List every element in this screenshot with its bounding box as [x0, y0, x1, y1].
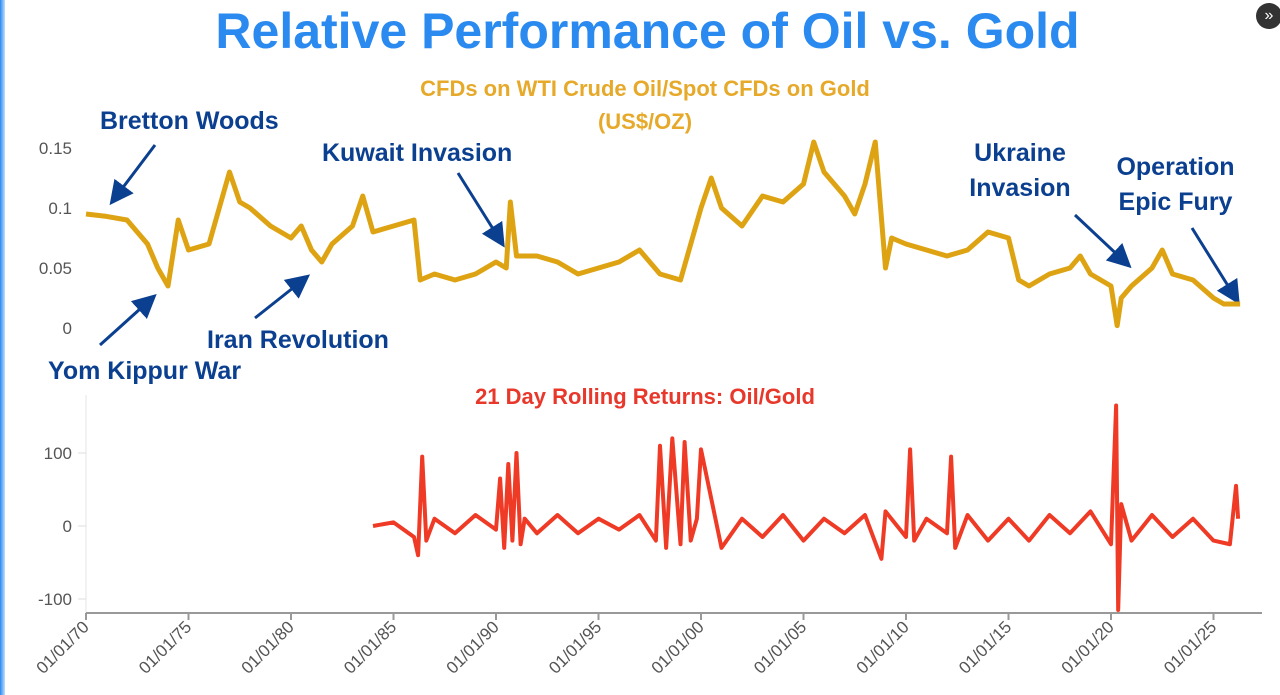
x-tick-label: 01/01/25 — [1160, 617, 1220, 677]
x-tick-label: 01/01/05 — [750, 617, 810, 677]
forward-icon[interactable]: » — [1256, 3, 1280, 29]
y-tick-label: 0.15 — [39, 139, 72, 158]
annotation-iran-revolution: Iran Revolution — [207, 326, 389, 354]
annotation-ukraine-invasion: Ukraine Invasion — [969, 139, 1071, 202]
x-tick-label: 01/01/90 — [443, 617, 503, 677]
x-tick-label: 01/01/70 — [33, 617, 93, 677]
arrow-epic-fury — [1190, 227, 1240, 305]
y-tick-label: -100 — [38, 590, 72, 609]
x-tick-label: 01/01/15 — [955, 617, 1015, 677]
left-edge-bar — [0, 0, 5, 695]
x-tick-label: 01/01/10 — [853, 617, 913, 677]
x-tick-label: 01/01/85 — [340, 617, 400, 677]
annotation-kuwait-invasion: Kuwait Invasion — [322, 139, 513, 167]
x-tick-label: 01/01/80 — [238, 617, 298, 677]
top-chart: 0 0.05 0.1 0.15 — [39, 139, 1241, 338]
arrow-kuwait-invasion — [456, 172, 505, 248]
x-tick-label: 01/01/20 — [1058, 617, 1118, 677]
bottom-chart: -100 0 100 01/01/70 01/01/75 01/01/80 01/01/85… — [33, 395, 1262, 678]
rolling-returns-line — [372, 403, 1241, 612]
y-tick-label: 100 — [44, 444, 72, 463]
x-tick-label: 01/01/95 — [545, 617, 605, 677]
oil-gold-ratio-line — [85, 139, 1241, 329]
arrow-bretton-woods — [109, 144, 157, 206]
annotation-epic-fury: Operation Epic Fury — [1116, 153, 1235, 216]
x-tick-label: 01/01/75 — [135, 617, 195, 677]
annotation-bretton-woods: Bretton Woods — [100, 107, 279, 135]
arrow-iran-revolution — [254, 274, 311, 320]
annotation-yom-kippur: Yom Kippur War — [48, 357, 242, 385]
y-tick-label: 0 — [63, 517, 72, 536]
x-tick-label: 01/01/00 — [648, 617, 708, 677]
arrow-ukraine-invasion — [1073, 213, 1132, 269]
top-chart-title: CFDs on WTI Crude Oil/Spot CFDs on Gold … — [420, 76, 870, 134]
y-tick-label: 0.05 — [39, 259, 72, 278]
y-tick-label: 0.1 — [48, 199, 72, 218]
y-tick-label: 0 — [63, 319, 72, 338]
arrow-yom-kippur — [98, 293, 157, 347]
chart-title: Relative Performance of Oil vs. Gold — [215, 3, 1080, 59]
bottom-chart-title: 21 Day Rolling Returns: Oil/Gold — [475, 384, 815, 409]
annotation-arrows — [98, 144, 1240, 347]
